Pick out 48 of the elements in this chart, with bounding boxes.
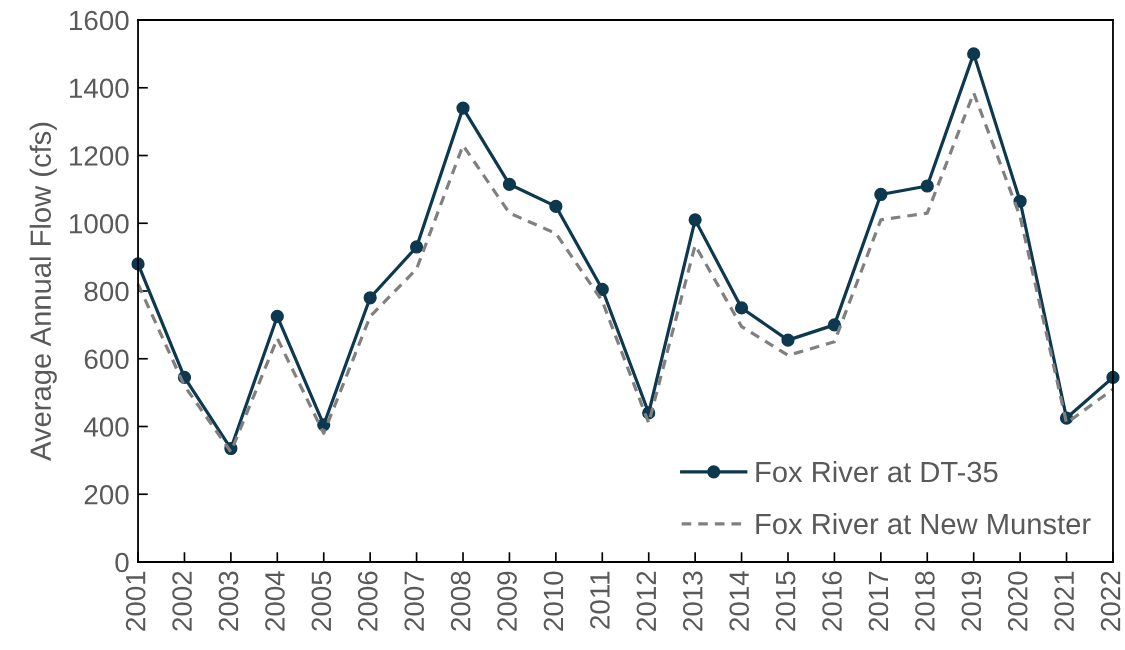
x-tick-label: 2015 (775, 571, 796, 631)
x-tick-label: 2018 (915, 571, 935, 631)
x-tick-label: 2017 (868, 571, 889, 631)
y-tick-label: 1000 (70, 213, 129, 234)
x-tick-label: 2006 (357, 571, 378, 631)
y-tick-label: 1200 (70, 146, 129, 166)
y-axis-title: Average Annual Flow (cfs) (29, 122, 57, 461)
legend-label: Fox River at New Munster (756, 512, 1091, 535)
x-tick-label: 2019 (961, 571, 982, 631)
y-tick-label: 600 (84, 349, 129, 370)
point (781, 333, 795, 347)
point (456, 101, 470, 115)
x-tick-label: 2013 (682, 571, 703, 631)
x-tick-label: 2020 (1007, 571, 1028, 631)
point (502, 177, 517, 191)
point (409, 240, 424, 254)
x-tick-label: 2016 (822, 571, 842, 631)
legend-label: Fox River at DT-35 (756, 460, 998, 483)
y-tick-label: 1600 (70, 10, 129, 31)
x-tick-label: 2012 (636, 571, 657, 631)
point (827, 318, 842, 332)
x-tick-label: 2005 (311, 571, 332, 631)
point (270, 309, 284, 324)
point (688, 213, 702, 227)
x-tick-label: 2014 (729, 571, 750, 631)
y-tick-label: 0 (115, 552, 129, 573)
x-tick-label: 2004 (265, 571, 285, 631)
x-tick-label: 2021 (1054, 571, 1074, 631)
point (920, 179, 934, 193)
point (595, 282, 609, 296)
y-tick-label: 1400 (70, 78, 129, 99)
x-tick-label: 2003 (218, 571, 239, 631)
y-tick-label: 200 (84, 484, 129, 505)
x-tick-label: 2001 (125, 571, 146, 631)
point (549, 199, 563, 213)
point (363, 291, 377, 305)
x-tick-label: 2008 (450, 571, 471, 631)
point (874, 187, 888, 202)
x-tick-label: 2007 (404, 571, 425, 631)
x-tick-label: 2002 (172, 571, 192, 631)
x-tick-label: 2011 (590, 571, 610, 629)
x-tick-label: 2022 (1100, 571, 1121, 631)
y-tick-label: 800 (84, 281, 129, 302)
point (734, 301, 749, 315)
x-tick-label: 2010 (543, 571, 564, 631)
point (967, 47, 981, 61)
y-tick-label: 400 (84, 417, 129, 437)
x-tick-label: 2009 (497, 571, 517, 631)
